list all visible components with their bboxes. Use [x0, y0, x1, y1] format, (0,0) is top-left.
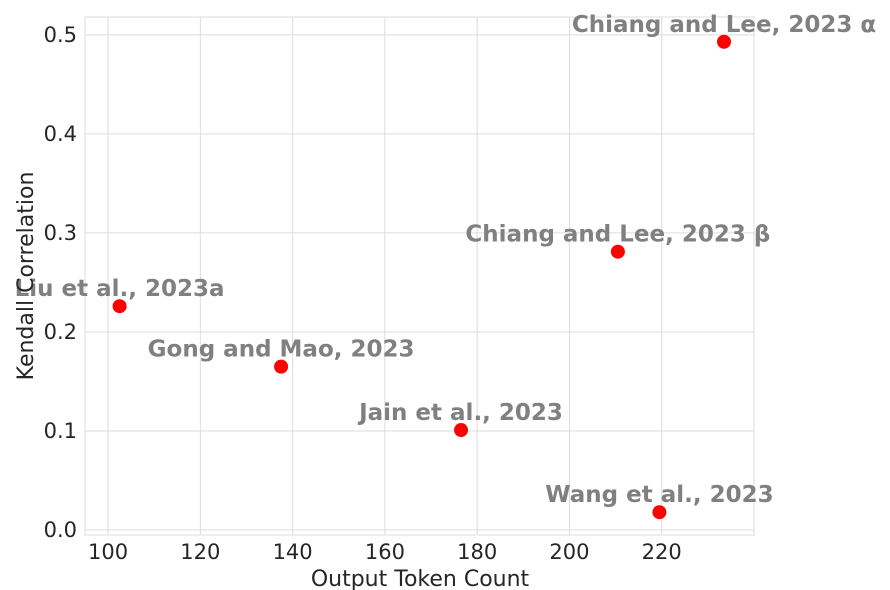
y-tick-label: 0.3 — [44, 221, 77, 245]
data-point — [274, 359, 289, 374]
y-tick-label: 0.2 — [44, 320, 77, 344]
data-point — [112, 299, 127, 314]
plot-frame — [84, 16, 755, 536]
data-point-label: Chiang and Lee, 2023 β — [465, 222, 770, 248]
x-tick-label: 100 — [88, 540, 128, 564]
data-point — [454, 423, 469, 438]
x-axis-ticks: 100 120 140 160 180 200 220 — [88, 540, 682, 564]
data-point-label: Wang et al., 2023 — [545, 482, 773, 508]
x-axis-title: Output Token Count — [311, 567, 530, 590]
y-tick-label: 0.0 — [44, 518, 77, 542]
data-point — [610, 244, 625, 259]
y-axis-ticks: 0.0 0.1 0.2 0.3 0.4 0.5 — [44, 23, 77, 542]
x-tick-label: 120 — [180, 540, 220, 564]
x-tick-label: 160 — [365, 540, 405, 564]
y-axis-title: Kendall Correlation — [14, 172, 39, 381]
data-point-label: Chiang and Lee, 2023 α — [572, 12, 876, 38]
x-tick-label: 180 — [457, 540, 497, 564]
data-point-label: Liu et al., 2023a — [15, 276, 225, 302]
x-tick-label: 140 — [273, 540, 313, 564]
data-point — [652, 505, 667, 520]
data-point-label: Gong and Mao, 2023 — [148, 337, 415, 363]
data-points: Chiang and Lee, 2023 α Chiang and Lee, 20… — [15, 12, 876, 520]
x-tick-label: 200 — [549, 540, 589, 564]
data-point-label: Jain et al., 2023 — [357, 400, 563, 426]
y-tick-label: 0.1 — [44, 419, 77, 443]
y-tick-label: 0.4 — [44, 122, 77, 146]
y-tick-label: 0.5 — [44, 23, 77, 47]
data-point — [717, 34, 732, 49]
x-tick-label: 220 — [642, 540, 682, 564]
grid — [85, 17, 754, 535]
